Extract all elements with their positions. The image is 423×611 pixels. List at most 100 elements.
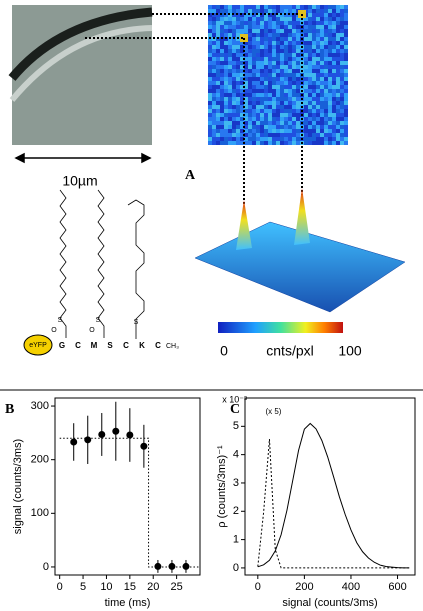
heat-pixel bbox=[232, 49, 236, 53]
heat-pixel bbox=[224, 105, 228, 109]
heat-pixel bbox=[272, 61, 276, 65]
heat-pixel bbox=[216, 45, 220, 49]
heat-pixel bbox=[276, 141, 280, 145]
heat-pixel bbox=[240, 65, 244, 69]
heat-pixel bbox=[304, 25, 308, 29]
heat-pixel bbox=[260, 133, 264, 137]
heat-pixel bbox=[208, 65, 212, 69]
heat-pixel bbox=[328, 113, 332, 117]
heat-pixel bbox=[220, 69, 224, 73]
heat-pixel bbox=[312, 101, 316, 105]
heat-pixel bbox=[264, 69, 268, 73]
heat-pixel bbox=[228, 97, 232, 101]
x-tick-label: 10 bbox=[100, 581, 112, 593]
curve bbox=[257, 422, 410, 569]
heat-pixel bbox=[344, 17, 348, 21]
heat-pixel bbox=[244, 137, 248, 141]
heat-pixel bbox=[256, 93, 260, 97]
heat-pixel bbox=[344, 53, 348, 57]
heat-pixel bbox=[332, 17, 336, 21]
heat-pixel bbox=[268, 37, 272, 41]
heat-pixel bbox=[268, 109, 272, 113]
panel-label: C bbox=[230, 402, 240, 417]
heat-pixel bbox=[244, 49, 248, 53]
heat-pixel bbox=[292, 101, 296, 105]
heat-pixel bbox=[296, 57, 300, 61]
heat-pixel bbox=[284, 125, 288, 129]
heat-pixel bbox=[340, 9, 344, 13]
heat-pixel bbox=[224, 5, 228, 9]
heat-pixel bbox=[224, 53, 228, 57]
heat-pixel bbox=[292, 33, 296, 37]
heat-pixel bbox=[252, 77, 256, 81]
heat-pixel bbox=[236, 101, 240, 105]
heat-pixel bbox=[216, 17, 220, 21]
heat-pixel bbox=[236, 49, 240, 53]
heat-pixel bbox=[212, 113, 216, 117]
heat-pixel bbox=[284, 141, 288, 145]
heat-pixel bbox=[248, 125, 252, 129]
heat-pixel bbox=[336, 77, 340, 81]
heat-pixel bbox=[268, 69, 272, 73]
heat-pixel bbox=[324, 109, 328, 113]
heat-pixel bbox=[244, 65, 248, 69]
heat-pixel bbox=[256, 21, 260, 25]
heat-pixel bbox=[264, 125, 268, 129]
heat-pixel bbox=[212, 85, 216, 89]
heat-pixel bbox=[308, 13, 312, 17]
heat-pixel bbox=[280, 17, 284, 21]
heat-pixel bbox=[252, 73, 256, 77]
heat-pixel bbox=[256, 41, 260, 45]
heat-pixel bbox=[220, 33, 224, 37]
heat-pixel bbox=[224, 65, 228, 69]
heat-pixel bbox=[224, 17, 228, 21]
data-point bbox=[112, 427, 120, 435]
heat-pixel bbox=[288, 9, 292, 13]
heat-pixel bbox=[268, 17, 272, 21]
heat-pixel bbox=[216, 9, 220, 13]
heat-pixel bbox=[244, 117, 248, 121]
heat-pixel bbox=[320, 25, 324, 29]
heat-pixel bbox=[260, 141, 264, 145]
heat-pixel bbox=[252, 5, 256, 9]
heat-pixel bbox=[220, 105, 224, 109]
heat-pixel bbox=[272, 29, 276, 33]
heat-pixel bbox=[216, 77, 220, 81]
heat-pixel bbox=[340, 57, 344, 61]
heat-pixel bbox=[268, 133, 272, 137]
heat-pixel bbox=[320, 129, 324, 133]
protein-label: eYFP bbox=[29, 342, 47, 349]
colorbar-max: 100 bbox=[338, 343, 362, 359]
heat-pixel bbox=[332, 45, 336, 49]
heat-pixel bbox=[216, 125, 220, 129]
heat-pixel bbox=[308, 89, 312, 93]
heat-pixel bbox=[224, 137, 228, 141]
heat-pixel bbox=[212, 93, 216, 97]
heat-pixel bbox=[304, 73, 308, 77]
heat-pixel bbox=[256, 89, 260, 93]
residue: S bbox=[107, 341, 113, 350]
heat-pixel bbox=[292, 125, 296, 129]
heat-pixel bbox=[252, 9, 256, 13]
y-tick-label: 1 bbox=[233, 534, 239, 546]
heat-pixel bbox=[228, 125, 232, 129]
heat-pixel bbox=[248, 121, 252, 125]
heat-pixel bbox=[280, 29, 284, 33]
heat-pixel bbox=[240, 101, 244, 105]
heat-pixel bbox=[248, 33, 252, 37]
heat-pixel bbox=[272, 53, 276, 57]
heat-pixel bbox=[284, 133, 288, 137]
heat-pixel bbox=[260, 105, 264, 109]
heat-pixel bbox=[316, 109, 320, 113]
heat-pixel bbox=[332, 9, 336, 13]
heat-pixel bbox=[288, 49, 292, 53]
heat-pixel bbox=[276, 81, 280, 85]
heat-pixel bbox=[280, 45, 284, 49]
heat-pixel bbox=[296, 77, 300, 81]
heat-pixel bbox=[336, 105, 340, 109]
heat-pixel bbox=[280, 5, 284, 9]
heat-pixel bbox=[256, 105, 260, 109]
heat-pixel bbox=[216, 109, 220, 113]
heat-pixel bbox=[336, 113, 340, 117]
heat-pixel bbox=[224, 73, 228, 77]
